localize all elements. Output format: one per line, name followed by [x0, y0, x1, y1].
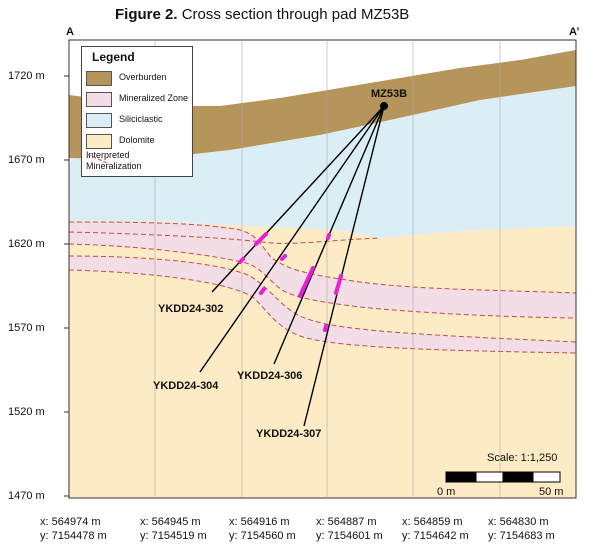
elevation-label-1520: 1520 m	[8, 406, 45, 418]
overburden-unit	[69, 50, 576, 160]
coordinate-x: x: 564916 m	[229, 516, 290, 528]
coordinate-x: x: 564887 m	[316, 516, 377, 528]
drillhole-label-302: YKDD24-302	[158, 303, 224, 315]
mineralized-zone-lower	[69, 256, 576, 353]
siliciclastic-swatch	[86, 113, 112, 128]
coordinate-x: x: 564945 m	[140, 516, 201, 528]
section-start-label: A	[66, 26, 74, 38]
pad-collar-marker	[380, 102, 388, 110]
elevation-label-1470: 1470 m	[8, 490, 45, 502]
coordinate-pair-3: x: 564916 m y: 7154560 m	[229, 515, 296, 543]
figure-label: Figure 2.	[115, 6, 178, 23]
legend-label-mineralized-zone: Mineralized Zone	[119, 93, 189, 103]
drillhole-304-trace	[199, 105, 385, 373]
scale-bar	[445, 471, 561, 483]
elevation-label-1620: 1620 m	[8, 238, 45, 250]
coordinate-pair-4: x: 564887 m y: 7154601 m	[316, 515, 383, 543]
legend: Legend Overburden Mineralized Zone Silic…	[81, 46, 193, 177]
legend-label-overburden: Overburden	[119, 72, 167, 82]
coordinate-y: y: 7154519 m	[140, 530, 207, 542]
interpreted-mineralization-swatch	[86, 153, 110, 165]
drillhole-label-304: YKDD24-304	[153, 380, 219, 392]
legend-label-siliciclastic: Siliciclastic	[119, 114, 163, 124]
elevation-label-1570: 1570 m	[8, 322, 45, 334]
scale-right-label: 50 m	[539, 486, 564, 498]
overburden-swatch	[86, 71, 112, 86]
coordinate-y: y: 7154683 m	[488, 530, 555, 542]
elevation-label-1670: 1670 m	[8, 154, 45, 166]
mineralized-intercepts	[238, 232, 343, 332]
elevation-ticks	[64, 75, 69, 497]
drillhole-label-306: YKDD24-306	[237, 370, 303, 382]
plot-frame	[68, 39, 577, 499]
coordinate-pair-6: x: 564830 m y: 7154683 m	[488, 515, 555, 543]
coordinate-pair-1: x: 564974 m y: 7154478 m	[40, 515, 107, 543]
legend-title: Legend	[92, 50, 135, 64]
coordinate-x: x: 564859 m	[402, 516, 463, 528]
coordinate-x: x: 564974 m	[40, 516, 101, 528]
figure-title: Figure 2. Cross section through pad MZ53…	[115, 6, 409, 23]
figure-title-text: Cross section through pad MZ53B	[181, 6, 410, 23]
siliciclastic-unit	[69, 86, 576, 238]
coordinate-y: y: 7154560 m	[229, 530, 296, 542]
coordinate-pair-5: x: 564859 m y: 7154642 m	[402, 515, 469, 543]
coordinate-pair-2: x: 564945 m y: 7154519 m	[140, 515, 207, 543]
drillhole-label-307: YKDD24-307	[256, 428, 322, 440]
coordinate-y: y: 7154642 m	[402, 530, 469, 542]
scale-label: Scale: 1:1,250	[487, 452, 558, 464]
section-end-label: A’	[569, 26, 580, 38]
coordinate-y: y: 7154478 m	[40, 530, 107, 542]
mineralized-zone-upper	[69, 222, 576, 318]
pad-label: MZ53B	[371, 88, 408, 100]
interpreted-mineralization-lines	[68, 221, 577, 354]
legend-label-dolomite: Dolomite	[119, 135, 155, 145]
coordinate-x: x: 564830 m	[488, 516, 549, 528]
scale-left-label: 0 m	[437, 486, 456, 498]
legend-item-interpreted: Interpreted Mineralization	[86, 150, 142, 172]
dolomite-swatch	[86, 134, 112, 149]
mineralized-zone-swatch	[86, 92, 112, 107]
legend-label-interpreted: Interpreted Mineralization	[86, 150, 142, 171]
elevation-label-1720: 1720 m	[8, 70, 45, 82]
drillhole-307-trace	[303, 105, 385, 427]
coordinate-y: y: 7154601 m	[316, 530, 383, 542]
